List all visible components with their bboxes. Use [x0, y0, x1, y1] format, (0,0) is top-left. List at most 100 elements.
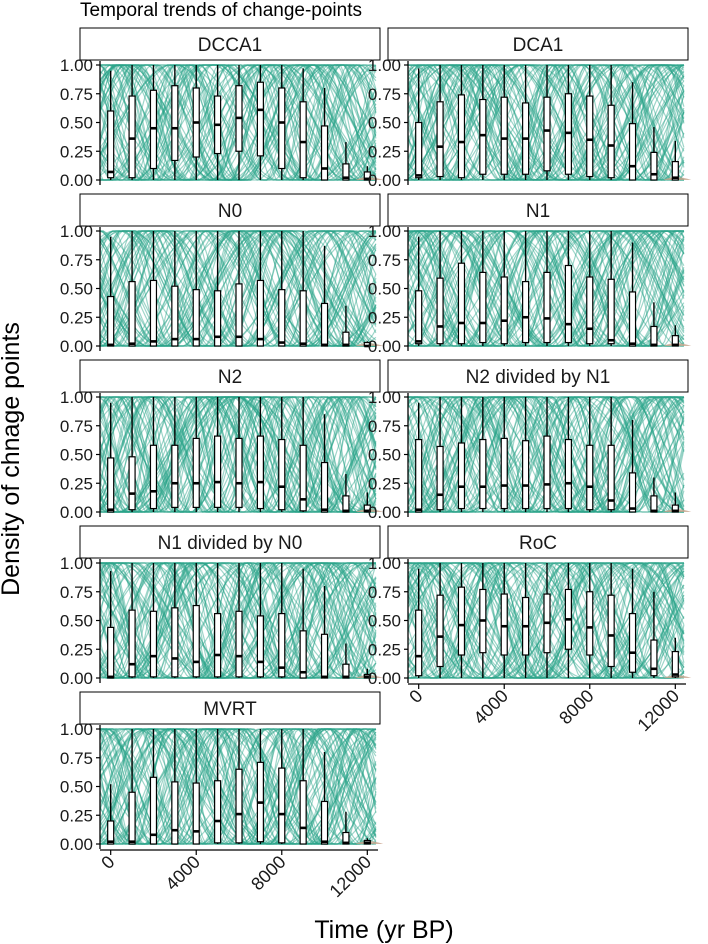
trend-curve — [408, 64, 685, 181]
trend-curve — [100, 396, 376, 513]
boxplot — [149, 563, 158, 678]
trend-curve — [100, 396, 377, 513]
boxplot — [107, 571, 115, 679]
trend-curve — [408, 562, 685, 679]
trend-curve — [408, 396, 685, 513]
trend-curve — [100, 562, 376, 679]
trend-curve — [100, 230, 377, 347]
trend-curve — [100, 728, 377, 845]
boxplot — [320, 586, 329, 679]
box — [436, 101, 444, 178]
trend-curve — [408, 230, 685, 347]
boxplot — [500, 397, 508, 512]
box — [128, 791, 136, 845]
y-tick-label: 0.75 — [60, 583, 93, 602]
trend-curve — [408, 396, 685, 513]
boxplot — [299, 68, 307, 180]
box — [342, 163, 350, 181]
box — [235, 283, 243, 347]
y-tick-label: 0.50 — [368, 280, 401, 299]
trend-curve — [100, 562, 377, 679]
trend-curve — [100, 562, 377, 679]
trend-curve — [100, 396, 377, 513]
trend-curve — [408, 230, 685, 347]
trend-curve — [100, 562, 377, 679]
trend-curve — [408, 562, 685, 679]
trend-curve — [408, 396, 685, 513]
boxplot — [543, 65, 551, 180]
trend-curve — [100, 230, 377, 347]
panel-3: N1 0.00 0.25 0.50 0.75 1.00 — [368, 193, 692, 356]
trend-curve — [100, 64, 377, 181]
trend-curve — [100, 396, 377, 513]
trend-curve — [100, 396, 377, 513]
boxplot — [214, 563, 222, 678]
trend-curve — [100, 64, 377, 181]
boxplot — [650, 127, 658, 181]
boxplot — [671, 637, 679, 678]
boxplot — [192, 65, 200, 180]
trend-curve — [100, 230, 377, 347]
trend-curve — [408, 64, 685, 181]
trend-curve — [100, 64, 377, 181]
trend-curve — [408, 396, 685, 513]
trend-curve — [408, 562, 685, 679]
trend-curve — [408, 562, 685, 679]
trend-curve — [408, 396, 684, 513]
trend-curve — [100, 230, 377, 347]
trend-curve — [408, 562, 685, 679]
trend-curve — [100, 396, 377, 513]
y-tick-label: 0.00 — [60, 503, 93, 522]
box — [479, 271, 487, 344]
trend-curve — [100, 396, 377, 513]
box — [607, 104, 615, 179]
trend-curve — [408, 562, 685, 679]
panel-6: N1 divided by N0 0.00 0.25 0.50 0.75 1.00 — [60, 525, 384, 688]
trend-curve — [408, 64, 685, 181]
trend-curve — [408, 396, 684, 513]
trend-curve — [408, 230, 685, 347]
box — [436, 594, 444, 668]
boxplot — [628, 242, 637, 347]
trend-curve — [408, 230, 685, 347]
trend-curve — [100, 562, 377, 679]
y-tick-label: 0.25 — [60, 474, 93, 493]
box — [192, 604, 200, 678]
trend-curve — [100, 562, 377, 679]
boxplot — [107, 236, 115, 347]
boxplot — [457, 397, 466, 512]
boxplot — [107, 402, 115, 513]
trend-curve — [100, 230, 377, 347]
trend-curve — [100, 396, 377, 513]
trend-curve — [100, 728, 377, 845]
trend-curve — [100, 230, 377, 347]
box — [235, 610, 243, 678]
trend-curve — [100, 230, 377, 347]
box — [278, 289, 286, 347]
box — [522, 281, 530, 344]
trend-curve — [100, 64, 377, 181]
facet-label: N1 divided by N0 — [158, 533, 303, 554]
trend-curve — [408, 230, 685, 347]
trend-curve — [408, 562, 684, 679]
trend-curve — [100, 562, 377, 679]
trend-curve — [408, 64, 684, 181]
trend-curve — [100, 396, 377, 513]
boxplot — [564, 231, 572, 346]
trend-curve — [100, 396, 377, 513]
trend-curve — [100, 230, 376, 347]
trend-curve — [100, 64, 377, 181]
trend-curve — [408, 230, 685, 347]
trend-curve — [100, 396, 377, 513]
trend-curve — [408, 230, 685, 347]
boxplot — [500, 231, 508, 346]
trend-curve — [408, 230, 685, 347]
trend-curve — [408, 396, 685, 513]
boxplot — [363, 341, 371, 348]
trend-curve — [100, 230, 377, 347]
x-tick-label: 8000 — [555, 686, 597, 728]
trend-curve — [100, 396, 377, 513]
trend-curve — [100, 230, 377, 347]
trend-curve — [100, 64, 377, 181]
